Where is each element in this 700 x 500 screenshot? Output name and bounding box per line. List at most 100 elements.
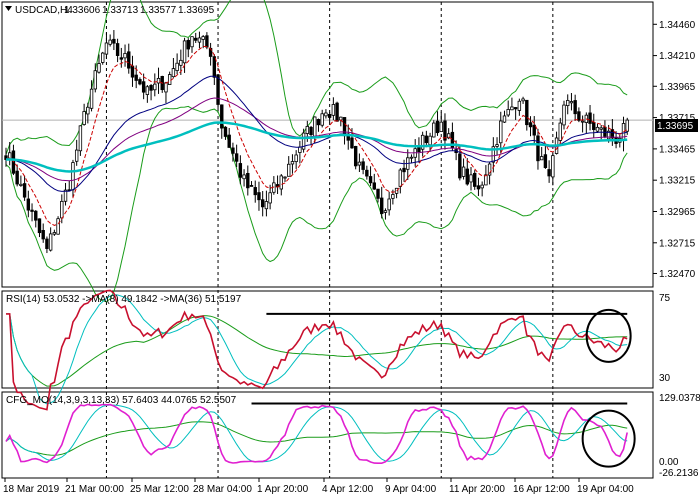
candle-body bbox=[577, 111, 581, 121]
candle bbox=[324, 109, 328, 119]
candle bbox=[465, 158, 469, 186]
candle bbox=[625, 117, 629, 135]
candle bbox=[4, 147, 8, 167]
candle-body bbox=[34, 210, 38, 221]
candle bbox=[558, 117, 562, 144]
candle bbox=[569, 93, 574, 111]
candle-body bbox=[528, 122, 533, 128]
candle-body bbox=[82, 111, 86, 125]
candle bbox=[223, 126, 228, 140]
candle-body bbox=[335, 102, 339, 122]
candle bbox=[260, 191, 265, 217]
candle-body bbox=[380, 197, 384, 214]
x-tick-label: 16 Apr 12:00 bbox=[513, 484, 570, 495]
candle bbox=[495, 137, 499, 156]
candle-body bbox=[566, 100, 570, 107]
y-tick-label: 1.33715 bbox=[659, 113, 696, 124]
candle bbox=[476, 177, 481, 196]
y-tick-label: 1.34460 bbox=[659, 20, 696, 31]
candle-body bbox=[521, 98, 525, 102]
candle bbox=[101, 51, 105, 65]
candle-body bbox=[372, 182, 376, 190]
candle bbox=[387, 191, 391, 216]
candle bbox=[264, 190, 269, 217]
candle bbox=[138, 77, 142, 86]
candle-body bbox=[465, 168, 469, 185]
candle bbox=[141, 73, 146, 100]
candle bbox=[19, 175, 23, 187]
candle bbox=[186, 38, 190, 58]
candle bbox=[41, 223, 45, 243]
candle-body bbox=[599, 127, 603, 130]
candle bbox=[26, 190, 31, 218]
candle bbox=[201, 35, 205, 49]
candle-body bbox=[502, 115, 507, 123]
bollinger-lower bbox=[5, 105, 628, 303]
candle-body bbox=[316, 119, 321, 126]
candle-body bbox=[625, 119, 629, 132]
candle bbox=[216, 74, 220, 112]
candle-body bbox=[539, 156, 544, 161]
candle bbox=[52, 229, 57, 236]
candle-body bbox=[279, 175, 283, 190]
candle-body bbox=[569, 101, 574, 104]
rsi-tick-label: 75 bbox=[659, 293, 671, 304]
candle bbox=[327, 112, 332, 123]
candle bbox=[238, 155, 243, 185]
candle-body bbox=[420, 134, 425, 150]
candle bbox=[528, 116, 533, 137]
candle-body bbox=[402, 167, 406, 173]
candle-body bbox=[294, 154, 298, 163]
candle-body bbox=[387, 198, 391, 211]
candle bbox=[480, 181, 484, 197]
candle bbox=[89, 80, 94, 112]
candle-body bbox=[231, 147, 235, 154]
candle bbox=[249, 181, 254, 187]
candle-body bbox=[253, 187, 257, 196]
candle-body bbox=[562, 104, 566, 126]
candle-body bbox=[190, 36, 194, 48]
candle-body bbox=[361, 161, 365, 170]
candle bbox=[30, 203, 34, 222]
candle-body bbox=[212, 56, 217, 78]
main-title: USDCAD,H4 bbox=[15, 5, 73, 16]
candle-body bbox=[246, 172, 250, 189]
candle-body bbox=[201, 36, 205, 40]
ma-fast-line bbox=[5, 45, 628, 226]
candle-body bbox=[287, 163, 291, 177]
candle-body bbox=[428, 135, 432, 146]
candle-body bbox=[424, 135, 429, 144]
candle-body bbox=[97, 63, 101, 73]
candle-body bbox=[179, 59, 183, 66]
candle bbox=[294, 150, 298, 169]
candle-body bbox=[149, 85, 153, 91]
rsi-line bbox=[6, 289, 628, 411]
candle bbox=[268, 184, 272, 210]
candle-body bbox=[298, 146, 302, 153]
rsi-panel-frame bbox=[1, 290, 654, 389]
candle bbox=[63, 182, 68, 206]
candle bbox=[432, 120, 436, 138]
candle bbox=[525, 99, 529, 131]
candle bbox=[194, 32, 198, 43]
candle-body bbox=[353, 145, 358, 167]
candle-body bbox=[186, 39, 190, 50]
candle-body bbox=[357, 161, 362, 166]
cfg-tick-label: 0.00 bbox=[659, 457, 679, 468]
y-tick-label: 1.32965 bbox=[659, 207, 696, 218]
candle bbox=[502, 110, 507, 123]
ma-medium-line bbox=[5, 75, 628, 192]
candle-body bbox=[536, 135, 540, 162]
candle-body bbox=[205, 35, 209, 48]
candle bbox=[316, 118, 321, 132]
candle bbox=[309, 125, 313, 146]
dropdown-triangle-icon[interactable] bbox=[5, 6, 12, 11]
candle-body bbox=[435, 120, 440, 134]
candle bbox=[15, 164, 19, 187]
candle bbox=[499, 111, 503, 154]
candle bbox=[290, 154, 295, 174]
cfg-tick-label: 129.0378 bbox=[659, 393, 700, 404]
candle-body bbox=[171, 68, 176, 78]
x-tick-label: 4 Apr 12:00 bbox=[322, 484, 374, 495]
